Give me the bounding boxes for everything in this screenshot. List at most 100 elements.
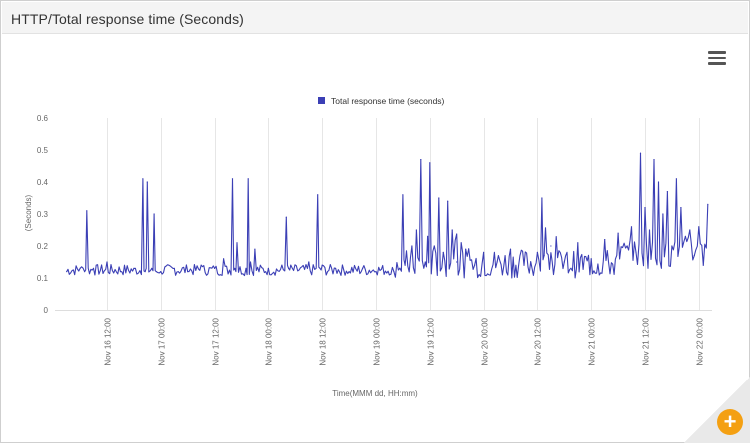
series-point xyxy=(393,271,395,273)
series-noise-line xyxy=(66,152,709,279)
series-point xyxy=(456,261,458,263)
series-point xyxy=(267,267,269,269)
series-point xyxy=(223,258,225,260)
series-point xyxy=(249,261,252,263)
x-tick-label: Nov 17 12:00 xyxy=(212,317,221,365)
x-tick-label: Nov 21 00:00 xyxy=(588,317,597,365)
series-point xyxy=(86,210,88,212)
series-point xyxy=(689,229,691,231)
series-point xyxy=(290,264,292,266)
series-point xyxy=(245,267,247,269)
x-tick-label: Nov 16 12:00 xyxy=(104,317,113,365)
series-point xyxy=(666,191,669,193)
series-point xyxy=(420,159,422,161)
series-point xyxy=(106,261,108,263)
series-point xyxy=(662,213,664,215)
series-point xyxy=(388,274,390,276)
series-point xyxy=(79,267,81,269)
series-point xyxy=(319,267,321,269)
series-point xyxy=(427,235,429,237)
y-tick-label: 0.5 xyxy=(37,146,49,155)
y-axis-label: (Seconds) xyxy=(24,194,33,231)
grid-lines xyxy=(55,118,712,311)
series-point xyxy=(442,251,444,253)
series-point xyxy=(348,271,350,273)
series-point xyxy=(321,264,323,266)
series-point xyxy=(630,226,633,228)
y-tick-label: 0 xyxy=(44,306,49,315)
series-point xyxy=(438,197,440,199)
panel-header: HTTP/Total response time (Seconds) xyxy=(2,2,748,34)
x-axis-ticks: Nov 16 12:00 Nov 17 00:00 Nov 17 12:00 Nov … xyxy=(104,317,705,365)
series-point xyxy=(433,245,435,247)
panel-title: HTTP/Total response time (Seconds) xyxy=(11,11,244,27)
y-tick-label: 0.6 xyxy=(37,114,49,123)
series-point xyxy=(155,271,157,273)
x-tick-label: Nov 21 12:00 xyxy=(642,317,651,365)
series-point xyxy=(281,264,283,266)
series-point xyxy=(460,242,462,244)
series-point xyxy=(153,213,155,215)
series-point xyxy=(447,200,449,202)
series-point xyxy=(415,229,417,231)
series-point xyxy=(288,267,290,269)
series-point xyxy=(151,267,153,269)
series-point xyxy=(675,178,678,180)
series-point xyxy=(451,229,453,231)
chart-legend[interactable]: Total response time (seconds) xyxy=(318,96,445,106)
series-point xyxy=(285,216,287,218)
series-point xyxy=(648,229,651,231)
series-point xyxy=(617,232,619,234)
hamburger-menu-icon[interactable] xyxy=(705,46,729,70)
series-point xyxy=(604,239,606,241)
y-tick-label: 0.3 xyxy=(37,210,49,219)
series-point xyxy=(563,261,565,263)
plus-icon[interactable]: + xyxy=(717,409,743,435)
series-point xyxy=(187,271,189,273)
series-point xyxy=(671,245,673,247)
series-point xyxy=(424,261,426,263)
series-point xyxy=(254,248,256,250)
series-point xyxy=(411,245,413,247)
series-point xyxy=(635,251,637,253)
x-tick-label: Nov 20 00:00 xyxy=(481,317,490,365)
series-point xyxy=(644,207,646,209)
x-tick-label: Nov 22 00:00 xyxy=(696,317,705,365)
series-point xyxy=(653,159,655,161)
series-point xyxy=(684,235,687,237)
series-point xyxy=(590,258,592,260)
x-tick-label: Nov 20 12:00 xyxy=(534,317,543,365)
x-tick-label: Nov 19 12:00 xyxy=(427,317,436,365)
series-point xyxy=(146,181,148,183)
y-tick-label: 0.4 xyxy=(37,178,49,187)
series-point xyxy=(402,194,404,196)
series-point xyxy=(483,251,485,253)
series-point xyxy=(541,197,543,199)
series-point xyxy=(133,267,135,269)
series-point xyxy=(509,248,512,250)
series-point xyxy=(247,178,249,180)
y-axis-ticks: 0 0.1 0.2 0.3 0.4 0.5 0.6 xyxy=(37,114,49,315)
legend-label: Total response time (seconds) xyxy=(331,96,445,106)
series-point xyxy=(496,261,498,263)
series-point xyxy=(523,264,525,266)
series-point xyxy=(214,267,216,269)
series-point xyxy=(698,226,700,228)
series-point xyxy=(639,152,642,154)
series-point xyxy=(362,267,364,269)
series-point xyxy=(92,267,95,269)
series-points xyxy=(66,152,709,276)
series-point xyxy=(626,245,628,247)
series-point xyxy=(536,251,539,253)
series-point xyxy=(335,267,337,269)
series-point xyxy=(173,267,175,269)
series-point xyxy=(680,207,682,209)
series-point xyxy=(160,271,162,273)
x-tick-label: Nov 18 12:00 xyxy=(319,317,328,365)
series-point xyxy=(550,245,552,247)
series-point xyxy=(234,267,236,269)
legend-swatch xyxy=(318,97,325,104)
series-point xyxy=(236,242,238,244)
